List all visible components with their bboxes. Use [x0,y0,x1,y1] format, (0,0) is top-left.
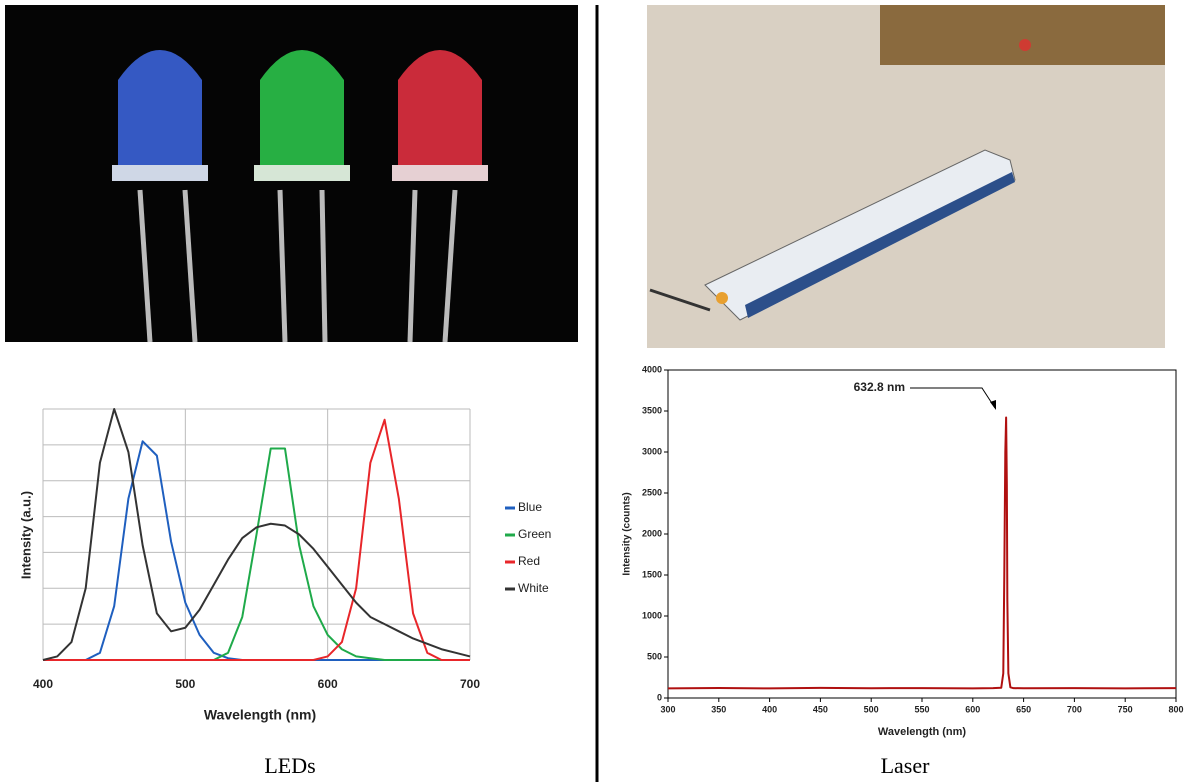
caption: Laser [881,753,931,778]
legend-label: White [518,581,549,595]
legend-label: Green [518,527,551,541]
y-tick-label: 3000 [642,446,662,456]
y-tick-label: 4000 [642,364,662,374]
x-tick-label: 800 [1168,704,1183,714]
x-tick-label: 600 [965,704,980,714]
y-tick-label: 0 [657,692,662,702]
x-tick-label: 450 [813,704,828,714]
x-tick-label: 700 [460,677,480,691]
y-tick-label: 3500 [642,405,662,415]
y-tick-label: 1500 [642,569,662,579]
x-axis-label: Wavelength (nm) [204,707,316,723]
y-axis-label: Intensity (a.u.) [18,491,33,579]
x-tick-label: 500 [175,677,195,691]
x-tick-label: 550 [914,704,929,714]
x-tick-label: 600 [318,677,338,691]
x-tick-label: 650 [1016,704,1031,714]
caption: LEDs [264,753,315,778]
legend-label: Blue [518,500,542,514]
x-axis-label: Wavelength (nm) [878,726,967,738]
x-tick-label: 300 [660,704,675,714]
x-tick-label: 700 [1067,704,1082,714]
y-tick-label: 1000 [642,610,662,620]
laser-photo [647,5,1165,348]
page: 400 500 600 700 Wavelength (nm) Intensity (a.… [0,0,1188,782]
legend-label: Red [518,554,540,568]
y-tick-label: 500 [647,651,662,661]
y-axis-label: Intensity (counts) [622,492,633,575]
x-tick-label: 400 [33,677,53,691]
x-tick-label: 500 [864,704,879,714]
led-photo [5,5,578,342]
y-tick-label: 2000 [642,528,662,538]
plot-area [668,370,1176,698]
x-tick-label: 350 [711,704,726,714]
x-tick-label: 400 [762,704,777,714]
annotation: 632.8 nm [854,380,905,394]
y-tick-label: 2500 [642,487,662,497]
x-tick-label: 750 [1118,704,1133,714]
